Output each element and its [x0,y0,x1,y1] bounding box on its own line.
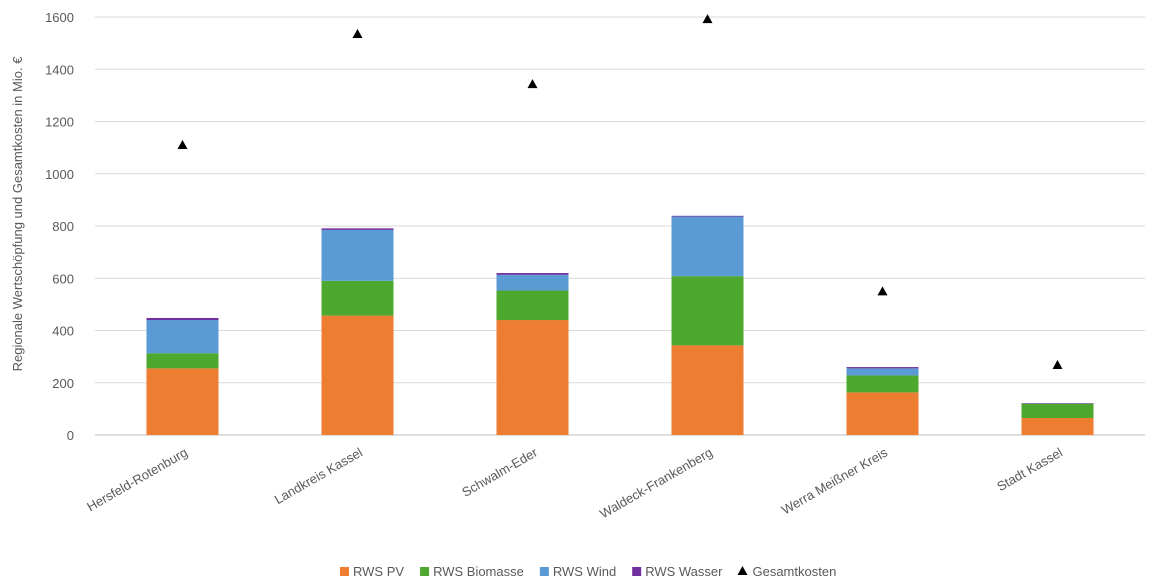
bar-segment-rws-wind [321,229,394,281]
bar-segment-rws-wind [846,368,919,376]
x-tick-label: Hersfeld-Rotenburg [84,445,190,515]
x-tick-label: Waldeck-Frankenberg [597,445,715,522]
x-tick-label: Werra Meißner Kreis [779,444,891,517]
legend-label: RWS Biomasse [433,564,524,579]
legend-label: Gesamtkosten [752,564,836,579]
y-tick-label: 1200 [45,115,74,130]
y-tick-label: 600 [52,271,74,286]
gesamtkosten-marker [1052,359,1063,369]
gesamtkosten-marker [527,79,538,89]
bar-segment-rws-biomasse [321,280,394,316]
legend-swatch [340,567,349,576]
gesamtkosten-marker [352,28,363,38]
legend: RWS PV RWS Biomasse RWS Wind RWS Wasser Gesa… [340,564,836,579]
legend-label: RWS Wind [553,564,616,579]
bar-segment-rws-pv [1021,418,1094,435]
bar-segment-rws-pv [846,392,919,435]
bar-segment-rws-pv [146,368,219,435]
y-tick-label: 1600 [45,10,74,25]
x-tick-label: Landkreis Kassel [272,445,365,508]
gesamtkosten-markers [177,14,1063,369]
y-tick-label: 1000 [45,167,74,182]
legend-swatch [632,567,642,576]
bar-segment-rws-wind [671,216,744,277]
bar-segment-rws-pv [496,320,569,435]
y-tick-label: 0 [67,428,74,443]
legend-swatch [420,567,430,576]
bar-segment-rws-wasser [146,317,219,321]
bar-segment-rws-wasser [496,273,569,275]
y-tick-label: 200 [52,376,74,391]
legend-label: RWS PV [353,564,404,579]
y-axis-tick-labels: 0 200 400 600 800 1000 1200 1400 1600 [45,10,74,443]
bar-segment-rws-biomasse [146,353,219,369]
gesamtkosten-marker [177,140,188,150]
y-tick-label: 1400 [45,62,74,77]
bar-segment-rws-wasser [1021,403,1094,404]
x-axis-tick-labels: Hersfeld-Rotenburg Landkreis Kassel Schwal… [84,444,1065,521]
gridlines [95,16,1145,436]
bar-segment-rws-biomasse [846,375,919,393]
y-tick-label: 800 [52,219,74,234]
legend-swatch [539,567,549,576]
bar-segment-rws-biomasse [1021,403,1094,419]
bar-segment-rws-biomasse [671,276,744,346]
bar-segment-rws-wasser [321,228,394,230]
bar-segment-rws-wasser [671,215,744,217]
bar-segment-rws-pv [671,345,744,435]
gesamtkosten-marker [877,286,888,296]
y-axis-title: Regionale Wertschöpfung und Gesamtkosten… [10,56,25,372]
legend-marker-triangle [737,566,748,575]
bar-segment-rws-wind [146,320,219,354]
x-tick-label: Schwalm-Eder [459,444,540,500]
bar-segments [146,215,1094,435]
bar-segment-rws-pv [321,315,394,435]
bar-segment-rws-wind [496,274,569,291]
bar-segment-rws-biomasse [496,290,569,321]
legend-label: RWS Wasser [645,564,723,579]
bar-segment-rws-wasser [846,367,919,369]
gesamtkosten-marker [702,14,713,24]
x-tick-label: Stadt Kassel [994,445,1065,495]
y-tick-label: 400 [52,324,74,339]
